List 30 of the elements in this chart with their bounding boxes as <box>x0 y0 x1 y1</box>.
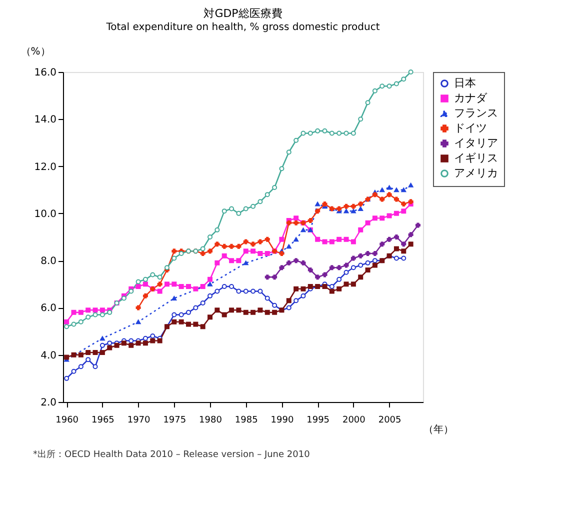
y-tick-label: 12.0 <box>34 162 56 173</box>
legend-label: 日本 <box>454 76 476 90</box>
text: *出所：OECD Health Data 2010 – Release version – June 2010 <box>33 449 310 460</box>
x-tick-label: 1985 <box>234 416 258 426</box>
legend-label: イタリア <box>454 136 498 150</box>
x-tick-label: 1970 <box>127 416 151 426</box>
x-tick-label: 1975 <box>163 416 186 426</box>
x-tick-label: 1980 <box>199 416 222 426</box>
y-tick-label: 4.0 <box>40 350 56 362</box>
y-tick-label: 6.0 <box>40 303 56 314</box>
x-tick-label: 1995 <box>306 416 330 426</box>
legend-label: イギリス <box>454 152 498 164</box>
x-tick-label: 1960 <box>56 416 79 426</box>
y-tick-label: 2.0 <box>40 398 56 408</box>
x-axis-title: （年） <box>424 424 454 436</box>
y-tick-label: 8.0 <box>40 256 56 268</box>
x-tick-label: 2005 <box>378 416 402 426</box>
y-axis-title: （%） <box>20 46 50 58</box>
y-tick-label: 16.0 <box>34 68 56 78</box>
legend-label: ドイツ <box>454 122 487 134</box>
chart-subtitle: Total expenditure on health, % gross domestic product <box>105 22 380 33</box>
legend-label: フランス <box>454 106 498 120</box>
legend-label: カナダ <box>454 92 488 104</box>
y-tick-label: 14.0 <box>34 114 56 126</box>
chart-title: 対GDP総医療費 <box>204 7 282 20</box>
legend-label: アメリカ <box>454 166 498 180</box>
y-tick-label: 10.0 <box>34 208 56 220</box>
x-tick-label: 1990 <box>270 416 294 426</box>
x-tick-label: 2000 <box>342 416 366 426</box>
x-tick-label: 1965 <box>91 416 114 426</box>
